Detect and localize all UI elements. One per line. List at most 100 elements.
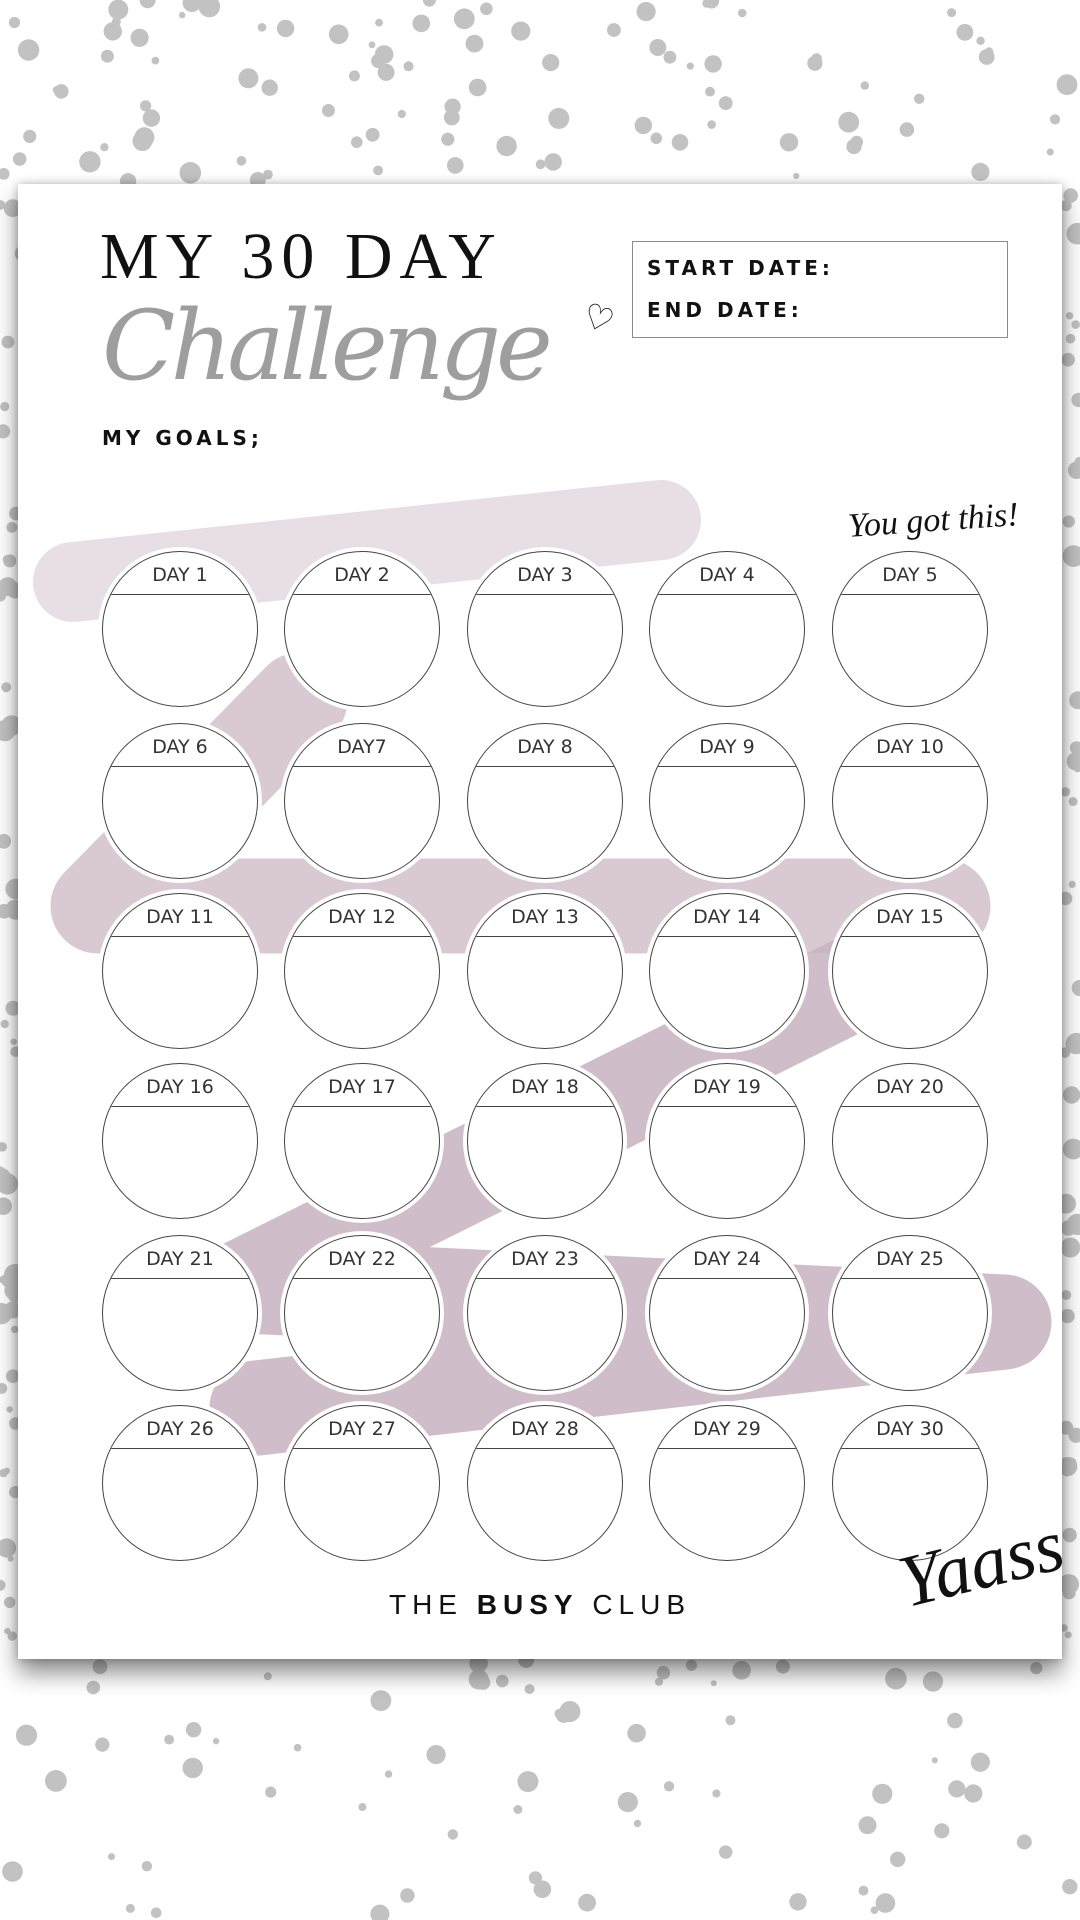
day-divider — [468, 1448, 622, 1449]
day-circle[interactable]: DAY 21 — [102, 1235, 258, 1391]
dot — [984, 47, 994, 56]
day-label: DAY 2 — [334, 564, 390, 586]
dot — [1058, 1574, 1079, 1595]
dot — [15, 1724, 38, 1746]
day-divider — [468, 936, 622, 937]
day-circle[interactable]: DAY 26 — [102, 1405, 258, 1561]
day-circle[interactable]: DAY 8 — [467, 723, 623, 879]
day-divider — [468, 1278, 622, 1279]
dot — [718, 96, 733, 110]
dot — [1, 682, 12, 693]
dot — [2, 555, 12, 564]
dot — [5, 1000, 21, 1016]
dot — [789, 1893, 807, 1911]
dot — [885, 1667, 907, 1690]
day-label: DAY 1 — [152, 564, 208, 586]
day-circle[interactable]: DAY 1 — [102, 551, 258, 707]
day-circle[interactable]: DAY 2 — [284, 551, 440, 707]
day-circle[interactable]: DAY 18 — [467, 1063, 623, 1219]
day-circle[interactable]: DAY 12 — [284, 893, 440, 1049]
day-circle[interactable]: DAY 24 — [649, 1235, 805, 1391]
day-circle[interactable]: DAY 15 — [832, 893, 988, 1049]
dot — [0, 1142, 7, 1152]
day-divider — [103, 766, 257, 767]
dot — [931, 1757, 938, 1764]
day-divider — [285, 1448, 439, 1449]
day-divider — [833, 594, 987, 595]
day-circle[interactable]: DAY 9 — [649, 723, 805, 879]
dot — [947, 8, 957, 18]
dot — [150, 1907, 162, 1919]
dot — [517, 1771, 539, 1793]
day-circle[interactable]: DAY 28 — [467, 1405, 623, 1561]
day-circle[interactable]: DAY 11 — [102, 893, 258, 1049]
day-circle[interactable]: DAY 25 — [832, 1235, 988, 1391]
dot — [23, 129, 37, 143]
dot — [633, 1819, 642, 1828]
day-circle[interactable]: DAY 23 — [467, 1235, 623, 1391]
dot — [443, 109, 460, 126]
day-circle[interactable]: DAY 5 — [832, 551, 988, 707]
dot — [663, 50, 677, 64]
dot — [1, 715, 22, 736]
dot — [92, 1659, 108, 1675]
day-circle[interactable]: DAY 16 — [102, 1063, 258, 1219]
start-date-field[interactable]: START DATE: — [647, 256, 834, 280]
dot — [0, 1579, 6, 1591]
day-circle[interactable]: DAY 17 — [284, 1063, 440, 1219]
day-circle[interactable]: DAY 13 — [467, 893, 623, 1049]
day-label: DAY 4 — [699, 564, 755, 586]
dot — [422, 0, 436, 7]
day-circle[interactable]: DAY 4 — [649, 551, 805, 707]
dot — [1062, 1527, 1077, 1543]
dot — [533, 1880, 552, 1899]
challenge-sheet: MY 30 DAY Challenge ♡ START DATE: END DA… — [18, 184, 1062, 1659]
day-circle[interactable]: DAY 20 — [832, 1063, 988, 1219]
day-circle[interactable]: DAY 22 — [284, 1235, 440, 1391]
dot — [371, 53, 386, 69]
day-label: DAY 16 — [146, 1076, 214, 1098]
dot — [858, 1885, 869, 1896]
end-date-field[interactable]: END DATE: — [647, 298, 803, 322]
dot — [634, 116, 652, 135]
dot — [976, 36, 985, 45]
dot — [899, 122, 915, 137]
day-circle[interactable]: DAY7 — [284, 723, 440, 879]
dot — [348, 70, 360, 82]
dot — [524, 1684, 535, 1695]
day-label: DAY 17 — [328, 1076, 396, 1098]
dot — [6, 522, 18, 533]
day-circle[interactable]: DAY 19 — [649, 1063, 805, 1219]
dot — [0, 1197, 12, 1215]
dot — [7, 1631, 17, 1641]
dot — [179, 162, 202, 184]
dot — [4, 1281, 23, 1300]
day-circle[interactable]: DAY 14 — [649, 893, 805, 1049]
day-label: DAY 18 — [511, 1076, 579, 1098]
dot — [654, 1677, 664, 1686]
dot — [465, 34, 484, 53]
day-divider — [650, 1106, 804, 1107]
dot — [351, 136, 363, 148]
dot — [528, 1871, 543, 1885]
day-circle[interactable]: DAY 30 — [832, 1405, 988, 1561]
day-circle[interactable]: DAY 10 — [832, 723, 988, 879]
day-circle[interactable]: DAY 6 — [102, 723, 258, 879]
dot — [261, 79, 278, 96]
day-circle[interactable]: DAY 27 — [284, 1405, 440, 1561]
dot — [1065, 1032, 1080, 1055]
dot — [447, 157, 464, 174]
dot — [1071, 392, 1080, 408]
dot — [1062, 1879, 1078, 1895]
dot — [139, 0, 156, 9]
day-divider — [833, 936, 987, 937]
day-label: DAY 26 — [146, 1418, 214, 1440]
dot — [1016, 1834, 1032, 1850]
dot — [542, 54, 560, 72]
day-circle[interactable]: DAY 3 — [467, 551, 623, 707]
dot — [1062, 515, 1075, 528]
day-circle[interactable]: DAY 29 — [649, 1405, 805, 1561]
day-divider — [103, 594, 257, 595]
day-divider — [285, 1106, 439, 1107]
dot — [212, 1738, 220, 1745]
